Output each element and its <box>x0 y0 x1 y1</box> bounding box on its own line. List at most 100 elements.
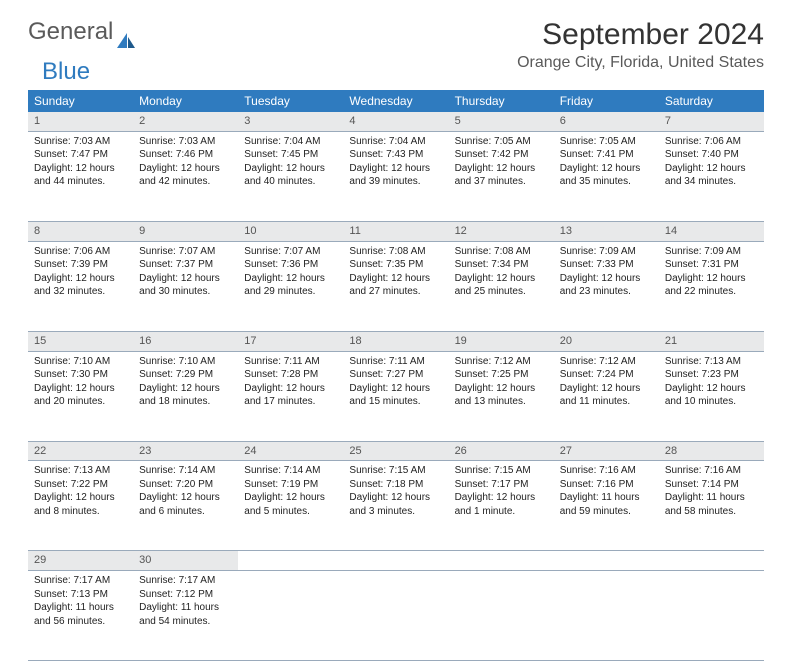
day-info-cell: Sunrise: 7:16 AMSunset: 7:14 PMDaylight:… <box>659 461 764 551</box>
sunset-text: Sunset: 7:27 PM <box>349 368 442 382</box>
day-header-row: Sunday Monday Tuesday Wednesday Thursday… <box>28 90 764 112</box>
sunrise-text: Sunrise: 7:15 AM <box>455 464 548 478</box>
day-info-cell: Sunrise: 7:16 AMSunset: 7:16 PMDaylight:… <box>554 461 659 551</box>
sunrise-text: Sunrise: 7:14 AM <box>244 464 337 478</box>
sunrise-text: Sunrise: 7:08 AM <box>455 245 548 259</box>
day-number-cell: 8 <box>28 221 133 241</box>
day-number-cell: 16 <box>133 331 238 351</box>
day-info-cell: Sunrise: 7:05 AMSunset: 7:42 PMDaylight:… <box>449 131 554 221</box>
sunset-text: Sunset: 7:29 PM <box>139 368 232 382</box>
daylight-text: Daylight: 12 hours and 25 minutes. <box>455 272 548 299</box>
day-number-cell: 2 <box>133 112 238 131</box>
sunset-text: Sunset: 7:46 PM <box>139 148 232 162</box>
day-number-cell: 30 <box>133 551 238 571</box>
day-info-cell: Sunrise: 7:08 AMSunset: 7:35 PMDaylight:… <box>343 241 448 331</box>
sunset-text: Sunset: 7:18 PM <box>349 478 442 492</box>
sunrise-text: Sunrise: 7:04 AM <box>349 135 442 149</box>
col-saturday: Saturday <box>659 90 764 112</box>
week-daynum-row: 15161718192021 <box>28 331 764 351</box>
sunset-text: Sunset: 7:24 PM <box>560 368 653 382</box>
sunset-text: Sunset: 7:28 PM <box>244 368 337 382</box>
sunrise-text: Sunrise: 7:12 AM <box>455 355 548 369</box>
col-thursday: Thursday <box>449 90 554 112</box>
day-info-cell: Sunrise: 7:17 AMSunset: 7:13 PMDaylight:… <box>28 571 133 661</box>
day-number-cell <box>449 551 554 571</box>
calendar-table: Sunday Monday Tuesday Wednesday Thursday… <box>28 90 764 661</box>
sunset-text: Sunset: 7:37 PM <box>139 258 232 272</box>
sunrise-text: Sunrise: 7:05 AM <box>560 135 653 149</box>
day-info-cell: Sunrise: 7:15 AMSunset: 7:18 PMDaylight:… <box>343 461 448 551</box>
day-info-cell: Sunrise: 7:11 AMSunset: 7:27 PMDaylight:… <box>343 351 448 441</box>
sunset-text: Sunset: 7:14 PM <box>665 478 758 492</box>
sunrise-text: Sunrise: 7:09 AM <box>560 245 653 259</box>
logo-sail-icon <box>115 28 137 46</box>
daylight-text: Daylight: 12 hours and 8 minutes. <box>34 491 127 518</box>
col-wednesday: Wednesday <box>343 90 448 112</box>
day-info-cell: Sunrise: 7:09 AMSunset: 7:33 PMDaylight:… <box>554 241 659 331</box>
col-tuesday: Tuesday <box>238 90 343 112</box>
daylight-text: Daylight: 12 hours and 37 minutes. <box>455 162 548 189</box>
sunset-text: Sunset: 7:13 PM <box>34 588 127 602</box>
daylight-text: Daylight: 11 hours and 58 minutes. <box>665 491 758 518</box>
sunrise-text: Sunrise: 7:04 AM <box>244 135 337 149</box>
sunrise-text: Sunrise: 7:03 AM <box>139 135 232 149</box>
week-daynum-row: 1234567 <box>28 112 764 131</box>
day-number-cell: 4 <box>343 112 448 131</box>
daylight-text: Daylight: 12 hours and 44 minutes. <box>34 162 127 189</box>
day-number-cell: 21 <box>659 331 764 351</box>
sunrise-text: Sunrise: 7:15 AM <box>349 464 442 478</box>
day-number-cell: 25 <box>343 441 448 461</box>
day-info-cell: Sunrise: 7:05 AMSunset: 7:41 PMDaylight:… <box>554 131 659 221</box>
day-info-cell <box>659 571 764 661</box>
sunrise-text: Sunrise: 7:08 AM <box>349 245 442 259</box>
daylight-text: Daylight: 12 hours and 10 minutes. <box>665 382 758 409</box>
day-info-cell: Sunrise: 7:13 AMSunset: 7:23 PMDaylight:… <box>659 351 764 441</box>
sunrise-text: Sunrise: 7:17 AM <box>139 574 232 588</box>
week-info-row: Sunrise: 7:10 AMSunset: 7:30 PMDaylight:… <box>28 351 764 441</box>
sunset-text: Sunset: 7:34 PM <box>455 258 548 272</box>
sunrise-text: Sunrise: 7:09 AM <box>665 245 758 259</box>
day-number-cell: 15 <box>28 331 133 351</box>
day-info-cell <box>238 571 343 661</box>
sunrise-text: Sunrise: 7:17 AM <box>34 574 127 588</box>
col-monday: Monday <box>133 90 238 112</box>
sunset-text: Sunset: 7:20 PM <box>139 478 232 492</box>
day-info-cell: Sunrise: 7:12 AMSunset: 7:25 PMDaylight:… <box>449 351 554 441</box>
sunset-text: Sunset: 7:16 PM <box>560 478 653 492</box>
day-number-cell: 11 <box>343 221 448 241</box>
day-info-cell: Sunrise: 7:06 AMSunset: 7:40 PMDaylight:… <box>659 131 764 221</box>
day-number-cell: 20 <box>554 331 659 351</box>
daylight-text: Daylight: 12 hours and 5 minutes. <box>244 491 337 518</box>
day-number-cell: 1 <box>28 112 133 131</box>
day-number-cell: 29 <box>28 551 133 571</box>
sunset-text: Sunset: 7:23 PM <box>665 368 758 382</box>
day-number-cell: 14 <box>659 221 764 241</box>
sunset-text: Sunset: 7:39 PM <box>34 258 127 272</box>
day-number-cell: 24 <box>238 441 343 461</box>
day-info-cell: Sunrise: 7:04 AMSunset: 7:43 PMDaylight:… <box>343 131 448 221</box>
daylight-text: Daylight: 12 hours and 34 minutes. <box>665 162 758 189</box>
logo-text-general: General <box>28 18 113 46</box>
sunset-text: Sunset: 7:12 PM <box>139 588 232 602</box>
day-number-cell <box>554 551 659 571</box>
daylight-text: Daylight: 12 hours and 30 minutes. <box>139 272 232 299</box>
daylight-text: Daylight: 12 hours and 13 minutes. <box>455 382 548 409</box>
sunrise-text: Sunrise: 7:14 AM <box>139 464 232 478</box>
day-info-cell: Sunrise: 7:13 AMSunset: 7:22 PMDaylight:… <box>28 461 133 551</box>
day-number-cell: 19 <box>449 331 554 351</box>
daylight-text: Daylight: 12 hours and 27 minutes. <box>349 272 442 299</box>
week-daynum-row: 2930 <box>28 551 764 571</box>
sunset-text: Sunset: 7:47 PM <box>34 148 127 162</box>
day-number-cell: 13 <box>554 221 659 241</box>
daylight-text: Daylight: 12 hours and 6 minutes. <box>139 491 232 518</box>
sunrise-text: Sunrise: 7:11 AM <box>349 355 442 369</box>
sunset-text: Sunset: 7:42 PM <box>455 148 548 162</box>
day-number-cell <box>343 551 448 571</box>
sunrise-text: Sunrise: 7:06 AM <box>665 135 758 149</box>
sunset-text: Sunset: 7:30 PM <box>34 368 127 382</box>
daylight-text: Daylight: 12 hours and 1 minute. <box>455 491 548 518</box>
sunset-text: Sunset: 7:31 PM <box>665 258 758 272</box>
sunset-text: Sunset: 7:22 PM <box>34 478 127 492</box>
day-number-cell: 26 <box>449 441 554 461</box>
day-number-cell: 12 <box>449 221 554 241</box>
